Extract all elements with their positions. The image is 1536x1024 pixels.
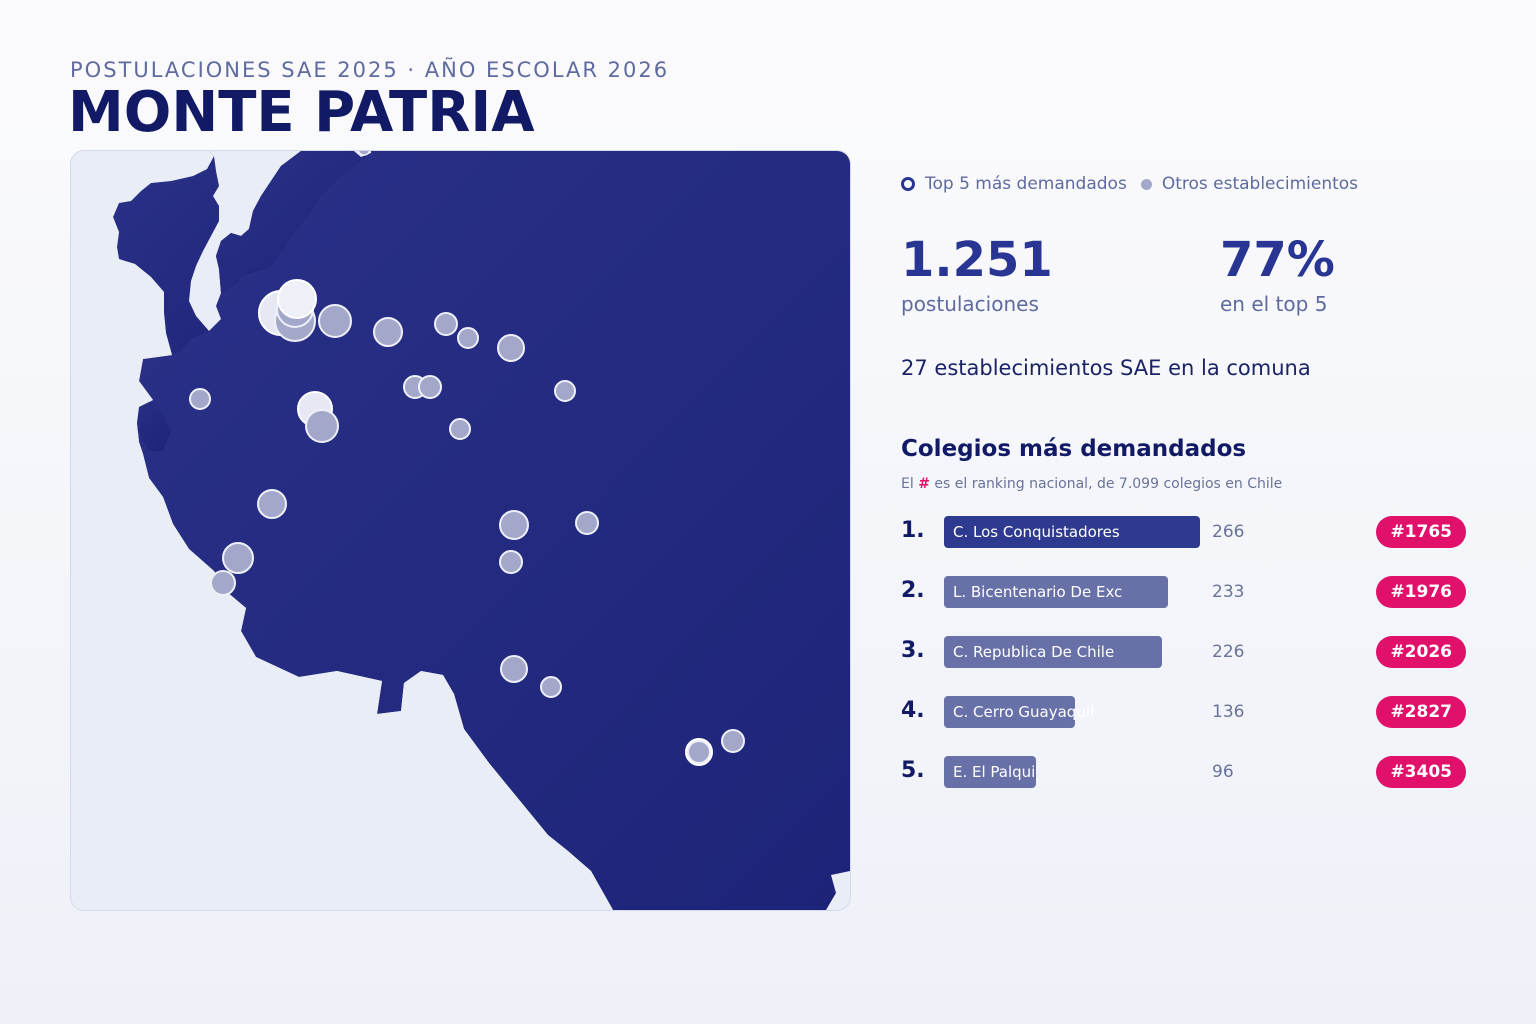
commune-map <box>71 151 850 910</box>
region-mask-north <box>189 151 301 331</box>
school-point[interactable] <box>277 279 317 319</box>
map-frame <box>70 150 851 911</box>
top5-share-value: 77% <box>1220 232 1335 288</box>
schools-count: 27 establecimientos SAE en la comuna <box>901 356 1311 380</box>
ranking-title: Colegios más demandados <box>901 436 1247 462</box>
school-point[interactable] <box>497 334 525 362</box>
ranking-row[interactable]: 1. C. Los Conquistadores 266 #1765 <box>901 516 1466 548</box>
rank-number: 4. <box>901 698 925 723</box>
national-rank-badge: #3405 <box>1376 756 1466 788</box>
ranking-row[interactable]: 2. L. Bicentenario De Exc 233 #1976 <box>901 576 1466 608</box>
applications-label: postulaciones <box>901 292 1039 316</box>
demand-bar <box>944 576 1168 608</box>
school-point[interactable] <box>449 418 471 440</box>
top5-ring-icon <box>901 177 915 191</box>
rank-number: 1. <box>901 518 925 543</box>
school-point[interactable] <box>575 511 599 535</box>
national-rank-badge: #1765 <box>1376 516 1466 548</box>
ranking-row[interactable]: 5. E. El Palqui 96 #3405 <box>901 756 1466 788</box>
school-name: L. Bicentenario De Exc <box>953 583 1123 601</box>
applications-count: 233 <box>1212 582 1245 602</box>
applications-count: 266 <box>1212 522 1245 542</box>
rank-number: 3. <box>901 638 925 663</box>
school-point[interactable] <box>500 655 528 683</box>
rank-number: 2. <box>901 578 925 603</box>
demand-bar <box>944 636 1162 668</box>
legend-top5-label: Top 5 más demandados <box>925 174 1127 194</box>
kicker: POSTULACIONES SAE 2025 · AÑO ESCOLAR 202… <box>70 58 670 82</box>
note-suffix: es el ranking nacional, de 7.099 colegio… <box>934 476 1283 492</box>
commune-mid-west <box>216 151 371 293</box>
school-point[interactable] <box>418 375 442 399</box>
national-rank-badge: #1976 <box>1376 576 1466 608</box>
map-top-marker <box>357 151 371 156</box>
school-point[interactable] <box>689 742 709 762</box>
school-point[interactable] <box>434 312 458 336</box>
school-point[interactable] <box>305 409 339 443</box>
ranking-row[interactable]: 4. C. Cerro Guayaquil 136 #2827 <box>901 696 1466 728</box>
school-name: C. Republica De Chile <box>953 643 1115 661</box>
demand-bar <box>944 756 1036 788</box>
ranking-row[interactable]: 3. C. Republica De Chile 226 #2026 <box>901 636 1466 668</box>
demand-bar <box>944 516 1200 548</box>
school-point[interactable] <box>318 304 352 338</box>
school-point[interactable] <box>222 542 254 574</box>
legend-others-label: Otros establecimientos <box>1161 174 1359 194</box>
school-point[interactable] <box>499 550 523 574</box>
applications-count: 96 <box>1212 762 1234 782</box>
school-point[interactable] <box>457 327 479 349</box>
applications-value: 1.251 <box>901 232 1053 288</box>
school-point[interactable] <box>257 489 287 519</box>
note-prefix: El <box>901 476 914 492</box>
demand-bar <box>944 696 1075 728</box>
school-point[interactable] <box>210 570 236 596</box>
rank-number: 5. <box>901 758 925 783</box>
school-point[interactable] <box>554 380 576 402</box>
other-dot-icon <box>1140 178 1152 190</box>
map-legend: Top 5 más demandados Otros establecimien… <box>901 174 1358 194</box>
school-point[interactable] <box>499 510 529 540</box>
school-name: C. Los Conquistadores <box>953 523 1120 541</box>
applications-count: 136 <box>1212 702 1245 722</box>
ranking-note: El # es el ranking nacional, de 7.099 co… <box>901 476 1282 492</box>
note-hash: # <box>918 476 930 492</box>
school-point[interactable] <box>540 676 562 698</box>
school-points <box>189 279 745 766</box>
school-name: E. El Palqui <box>953 763 1036 781</box>
school-point[interactable] <box>189 388 211 410</box>
region-mask-topleft <box>71 151 613 910</box>
top5-share-label: en el top 5 <box>1220 292 1328 316</box>
school-point[interactable] <box>721 729 745 753</box>
school-name: C. Cerro Guayaquil <box>953 703 1095 721</box>
page-title: MONTE PATRIA <box>68 80 535 145</box>
national-rank-badge: #2026 <box>1376 636 1466 668</box>
national-rank-badge: #2827 <box>1376 696 1466 728</box>
applications-count: 226 <box>1212 642 1245 662</box>
school-point[interactable] <box>373 317 403 347</box>
